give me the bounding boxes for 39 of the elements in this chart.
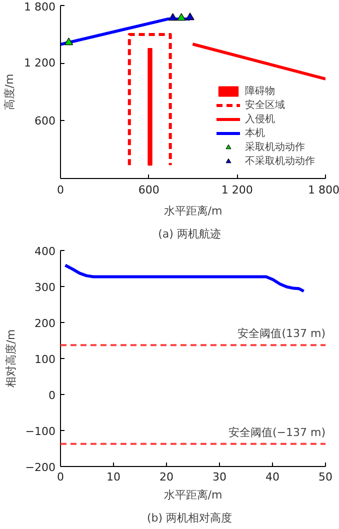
y-tick-label: 600 [34,114,56,128]
legend-label: 采取机动动作 [245,140,305,154]
y-tick-label: 1 800 [24,0,56,14]
legend-label: 障碍物 [245,84,275,98]
x-tick-label: 1 800 [308,184,339,196]
y-tick-label: −100 [25,425,56,438]
y-tick-label: −200 [25,461,56,474]
x-tick-label: 600 [138,184,160,196]
x-tick-label: 20 [160,470,174,484]
point [177,13,186,21]
x-tick-label: 10 [106,470,120,484]
x-tick-label: 1 200 [221,184,253,196]
y-tick-label: 1 200 [24,56,56,70]
y-tick-label: 300 [34,281,56,294]
y-axis-title: 相对高度/m [4,329,18,388]
legend-label: 安全区域 [245,98,285,112]
x-tick-label: 40 [266,470,280,484]
legend-label: 本机 [245,126,265,140]
y-tick-label: 200 [34,317,56,330]
text: (a) 两机航迹 [158,228,221,240]
x-tick-label: 0 [57,184,64,196]
legend-label: 入侵机 [245,112,275,126]
point [186,12,194,20]
x-tick-label: 0 [57,470,64,484]
y-tick-label: 0 [48,389,56,402]
point [168,13,178,21]
x-tick-label: 50 [318,470,332,484]
x-tick-label: 30 [212,470,226,484]
point [64,38,74,46]
text: (b) 两机相对高度 [146,512,232,524]
y-tick-label: 100 [34,353,56,366]
y-axis-title: 高度/m [3,74,16,110]
x-axis-title: 水平距离/m [164,204,222,218]
legend-label: 不采取机动动作 [245,154,315,168]
line-series [64,264,306,293]
y-tick-label: 400 [34,245,56,258]
ref-line-label: 安全阈值(137 m) [238,327,326,340]
ref-line-label: 安全阈值(−137 m) [228,426,326,439]
x-axis-title: 水平距离/m [164,488,222,502]
